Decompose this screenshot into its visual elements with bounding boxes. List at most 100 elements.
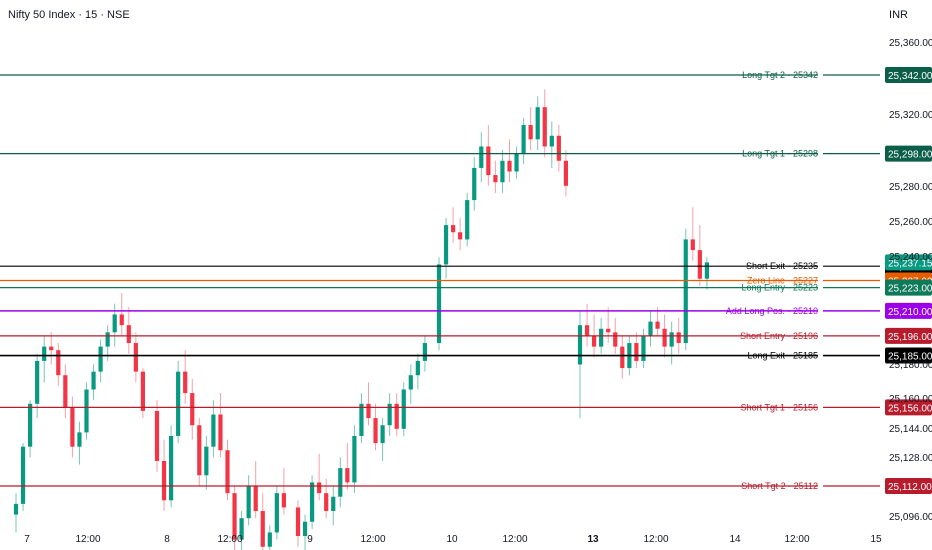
plot-layer: Long Tgt 2 - 25342 25,342.00 Long Tgt 1 - …: [0, 67, 932, 550]
level-label-bg: [818, 68, 823, 82]
candle: [225, 439, 230, 501]
candle-body: [260, 511, 265, 547]
candle: [218, 393, 223, 458]
price-tag: [885, 254, 932, 271]
candle: [697, 225, 702, 286]
candle-body: [13, 503, 19, 515]
time-tick-label: 9: [307, 534, 313, 545]
candle-body: [690, 239, 695, 251]
candle-body: [295, 507, 301, 537]
level-line: Long Entry - 25223 25,223.00: [0, 279, 932, 296]
candle-body: [408, 375, 413, 390]
candle-body: [669, 332, 674, 347]
candle: [133, 332, 138, 383]
candle-body: [49, 346, 54, 351]
level-label: Zero Line - 25227: [747, 276, 818, 286]
level-label: Short Entry - 25196: [740, 331, 818, 341]
candle: [408, 364, 413, 404]
level-label: Short Tgt 1 - 25156: [741, 402, 818, 412]
level-label: Add Long Pos. - 25210: [726, 306, 818, 316]
candle-body: [641, 335, 646, 361]
candle: [366, 382, 371, 426]
price-tag: [885, 327, 932, 344]
time-tick-label: 10: [446, 534, 458, 545]
candle: [161, 439, 167, 512]
price-tag-text: 25,156.00: [888, 403, 932, 414]
candle: [77, 421, 82, 465]
candle: [310, 475, 315, 529]
candle: [458, 217, 463, 251]
candle: [169, 425, 174, 508]
candle: [260, 493, 265, 550]
candle-body: [28, 403, 33, 447]
candle-body: [394, 403, 399, 429]
candle-body: [472, 167, 477, 201]
level-label: Short Exit - 25235: [746, 261, 818, 271]
candle-body: [302, 521, 308, 537]
candle-body: [112, 314, 117, 333]
candle-body: [676, 332, 681, 344]
candle-body: [324, 493, 329, 512]
candle: [84, 382, 89, 440]
candle: [704, 257, 709, 290]
candle-body: [274, 493, 279, 533]
candle: [154, 400, 160, 472]
time-tick-label: 12:00: [75, 534, 100, 545]
candle: [514, 146, 519, 179]
time-tick-label: 12:00: [502, 534, 527, 545]
level-label-bg: [818, 146, 823, 161]
candle-body: [549, 135, 554, 147]
price-tag: [885, 279, 932, 296]
candle: [35, 353, 40, 419]
candle: [451, 207, 456, 243]
candle: [443, 217, 449, 279]
candle: [380, 418, 385, 461]
level-label-bg: [818, 259, 823, 274]
level-line: Short Tgt 2 - 25112 25,112.00: [0, 478, 932, 494]
currency-label[interactable]: INR: [889, 9, 908, 21]
candle-body: [415, 360, 420, 376]
candle: [359, 393, 364, 444]
price-tag-text: 25,185.00: [888, 352, 932, 363]
candle-body: [35, 360, 40, 404]
candle-body: [183, 371, 188, 394]
chart-title: Nifty 50 Index · 15 · NSE: [8, 9, 130, 21]
candle-body: [140, 371, 145, 411]
candle: [49, 332, 54, 365]
candle-body: [169, 435, 174, 501]
candle: [246, 475, 251, 526]
candle-body: [500, 160, 505, 183]
price-tick-label: 25,128.00: [889, 453, 932, 464]
candle-body: [592, 335, 597, 347]
candle: [20, 443, 26, 512]
candle-body: [154, 410, 160, 461]
candle: [641, 328, 646, 369]
candle-body: [239, 518, 244, 540]
candle-body: [535, 107, 540, 140]
last-price-tag: 25,237.15: [885, 254, 932, 271]
time-tick-label: 15: [870, 534, 882, 545]
level-line: Short Tgt 1 - 25156 25,156.00: [0, 399, 932, 416]
price-tag-text: 25,196.00: [888, 332, 932, 343]
candle-body: [380, 425, 385, 444]
candle: [373, 403, 378, 451]
candle: [528, 107, 533, 151]
level-label: Long Exit - 25185: [747, 351, 818, 361]
candle-body: [246, 486, 251, 519]
level-label-bg: [818, 273, 823, 288]
candle-body: [77, 432, 82, 447]
candle-body: [253, 486, 258, 512]
candle: [535, 96, 540, 151]
candle: [176, 360, 181, 444]
candle-body: [620, 346, 625, 369]
candle: [436, 257, 442, 351]
candle-body: [317, 482, 322, 494]
candle: [338, 457, 343, 508]
level-label: Long Entry - 25223: [741, 283, 818, 293]
candle: [190, 378, 195, 440]
level-label-bg: [818, 280, 823, 295]
price-tick-label: 25,096.00: [889, 512, 932, 523]
candle-body: [126, 325, 131, 344]
